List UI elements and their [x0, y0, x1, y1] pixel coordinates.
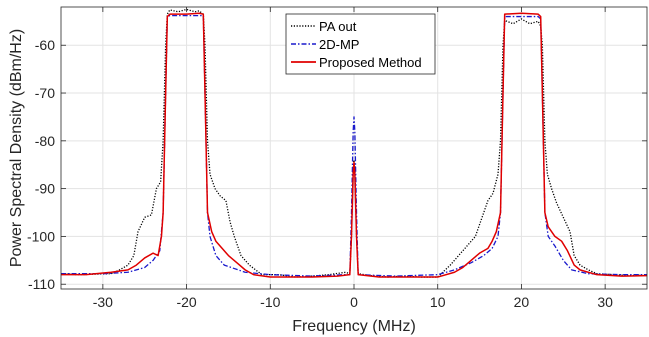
legend-box [285, 13, 436, 75]
y-axis-ticks: -110 -100 -90 -80 -70 -60 [27, 37, 647, 292]
x-tick-label: 10 [430, 294, 446, 310]
x-tick-label: 0 [350, 294, 358, 310]
x-tick-label: -20 [176, 294, 196, 310]
grid-lines [61, 7, 647, 289]
x-tick-label: -10 [260, 294, 280, 310]
legend-entry-label: 2D-MP [319, 37, 359, 52]
y-tick-label: -90 [35, 181, 55, 197]
x-axis-ticks: -30 -20 -10 0 10 20 30 [93, 7, 613, 310]
series-lines [61, 8, 647, 278]
y-tick-label: -60 [35, 37, 55, 53]
y-tick-label: -100 [27, 228, 55, 244]
legend-entry-label: Proposed Method [319, 55, 422, 70]
x-axis-label: Frequency (MHz) [292, 318, 416, 335]
legend-entry-label: PA out [319, 19, 357, 34]
y-axis-label: Power Spectral Density (dBm/Hz) [8, 29, 25, 267]
series-line-proposed-method [61, 12, 647, 278]
y-tick-label: -110 [28, 276, 55, 292]
legend: PA out 2D-MP Proposed Method [285, 13, 436, 75]
x-tick-label: 30 [597, 294, 613, 310]
y-tick-label: -70 [35, 85, 55, 101]
y-tick-label: -80 [35, 133, 55, 149]
x-tick-label: -30 [93, 294, 113, 310]
x-tick-label: 20 [514, 294, 530, 310]
